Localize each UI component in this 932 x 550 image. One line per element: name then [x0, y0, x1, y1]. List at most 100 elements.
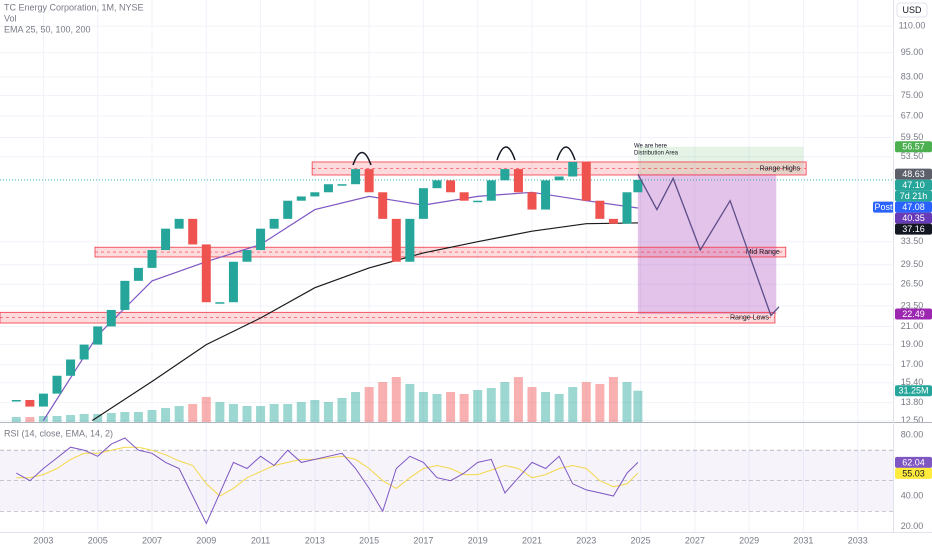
- candle: [554, 176, 564, 181]
- volume-bar: [256, 406, 266, 422]
- volume-bar: [405, 384, 415, 422]
- x-tick-label: 2025: [631, 535, 651, 545]
- volume-bar: [391, 377, 401, 422]
- y-tick-label: 21.00: [901, 321, 924, 331]
- volume-bar: [378, 382, 388, 422]
- price-badge-label: 48.63: [902, 169, 925, 179]
- volume-bar: [351, 392, 361, 422]
- candle: [405, 218, 415, 262]
- y-tick-label: 83.00: [901, 72, 924, 82]
- rsi-tick-label: 20.00: [901, 521, 924, 531]
- volume-bar: [296, 402, 306, 422]
- x-tick-label: 2021: [522, 535, 542, 545]
- volume-bar: [38, 416, 48, 422]
- price-badge-label: 47.08: [902, 202, 925, 212]
- volume-bar: [541, 392, 551, 422]
- x-tick-label: 2027: [685, 535, 705, 545]
- price-badge: [895, 467, 932, 479]
- candle: [608, 218, 618, 224]
- price-badge-label: 55.03: [902, 468, 925, 478]
- x-tick-label: 2017: [413, 535, 433, 545]
- volume-bar: [120, 412, 130, 422]
- volume-bar: [133, 412, 143, 422]
- candle: [446, 180, 456, 193]
- y-tick-label: 67.00: [901, 110, 924, 120]
- candle: [432, 180, 442, 189]
- rsi-legend: RSI (14, close, EMA, 14, 2): [4, 428, 113, 438]
- post-tag-label: Post: [874, 202, 893, 212]
- candle: [595, 200, 605, 219]
- volume-bar: [323, 402, 333, 422]
- candle: [93, 326, 103, 345]
- zone-label: Mid Range: [746, 249, 780, 256]
- currency-button[interactable]: [896, 2, 928, 18]
- y-tick-label: 19.00: [901, 339, 924, 349]
- candle: [337, 184, 347, 186]
- price-badge-label: 22.49: [902, 309, 925, 319]
- volume-bar: [459, 394, 469, 422]
- candle: [581, 161, 591, 201]
- volume-bar: [161, 408, 171, 422]
- price-badge-label: 47.10: [902, 180, 925, 190]
- price-badge-label: 62.04: [902, 457, 925, 467]
- candle: [310, 192, 320, 197]
- candle: [106, 309, 116, 327]
- profit-box: [637, 146, 804, 175]
- price-badge-label: 31.25M: [898, 386, 928, 396]
- volume-bar: [11, 417, 21, 422]
- y-tick-label: 33.50: [901, 236, 924, 246]
- volume-bar: [188, 404, 198, 422]
- price-badge-label: 56.57: [902, 142, 925, 152]
- candle: [364, 169, 374, 193]
- y-tick-label: 29.50: [901, 259, 924, 269]
- candle: [296, 196, 306, 201]
- price-badge-label: 37.16: [902, 224, 925, 234]
- price-badge: [895, 141, 932, 153]
- x-tick-label: 2023: [576, 535, 596, 545]
- x-tick-label: 2009: [196, 535, 216, 545]
- rsi-tick-label: 40.00: [901, 490, 924, 500]
- candle: [351, 169, 361, 185]
- legend-volume: Vol: [4, 13, 17, 23]
- candle: [147, 250, 157, 268]
- x-tick-label: 2007: [142, 535, 162, 545]
- y-tick-label: 53.50: [901, 151, 924, 161]
- legend-symbol: TC Energy Corporation, 1M, NYSE: [4, 2, 144, 12]
- volume-bar: [228, 404, 238, 422]
- candle: [513, 169, 523, 193]
- volume-bar: [174, 406, 184, 422]
- y-tick-label: 12.50: [901, 415, 924, 425]
- x-tick-label: 2003: [33, 535, 53, 545]
- price-badge: [895, 223, 932, 235]
- price-badge: [895, 308, 932, 320]
- price-badge: [895, 385, 932, 397]
- volume-bar: [500, 382, 510, 422]
- volume-bar: [269, 404, 279, 422]
- x-tick-label: 2019: [468, 535, 488, 545]
- volume-bar: [486, 388, 496, 422]
- x-tick-label: 2011: [251, 535, 270, 545]
- candle: [473, 200, 483, 203]
- peak-arcs: [352, 146, 576, 166]
- volume-bar: [446, 392, 456, 422]
- y-tick-label: 17.00: [901, 359, 924, 369]
- x-tick-label: 2033: [848, 535, 868, 545]
- volume-bar: [633, 390, 643, 422]
- volume-bar: [527, 387, 537, 422]
- volume-bar: [106, 413, 116, 422]
- candle: [323, 184, 333, 193]
- candle: [283, 200, 293, 219]
- rsi-line: [16, 437, 639, 525]
- price-badge: [895, 190, 932, 202]
- candle: [188, 218, 198, 245]
- zone-label: Range Lows: [730, 315, 769, 322]
- currency-label[interactable]: USD: [902, 5, 922, 15]
- volume-bar: [473, 390, 483, 422]
- candle: [391, 218, 401, 262]
- volume-bar: [581, 382, 591, 422]
- candle: [201, 244, 211, 303]
- volume-bar: [418, 392, 428, 422]
